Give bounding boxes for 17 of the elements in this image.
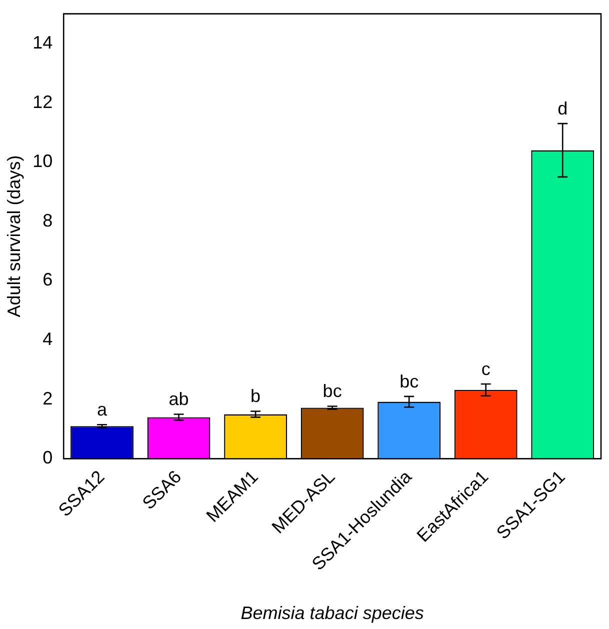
y-tick-label: 6	[42, 270, 53, 290]
y-tick-label: 0	[42, 448, 53, 468]
annotation: a	[97, 400, 108, 420]
annotation: b	[250, 386, 261, 406]
annotation: ab	[168, 389, 189, 410]
annotation: d	[558, 98, 568, 119]
y-tick-label: 8	[42, 210, 53, 230]
annotation: c	[481, 358, 490, 379]
y-tick-label: 2	[42, 388, 53, 408]
y-tick-label: 4	[42, 329, 53, 350]
y-tick-label: 14	[32, 32, 53, 52]
x-axis-title: Bemisia tabaci species	[240, 603, 424, 624]
y-tick-label: 12	[32, 92, 53, 112]
annotation: bc	[400, 371, 419, 392]
annotation: bc	[322, 381, 342, 402]
y-tick-label: 10	[32, 151, 53, 172]
y-axis-title: Adult survival (days)	[4, 155, 24, 318]
